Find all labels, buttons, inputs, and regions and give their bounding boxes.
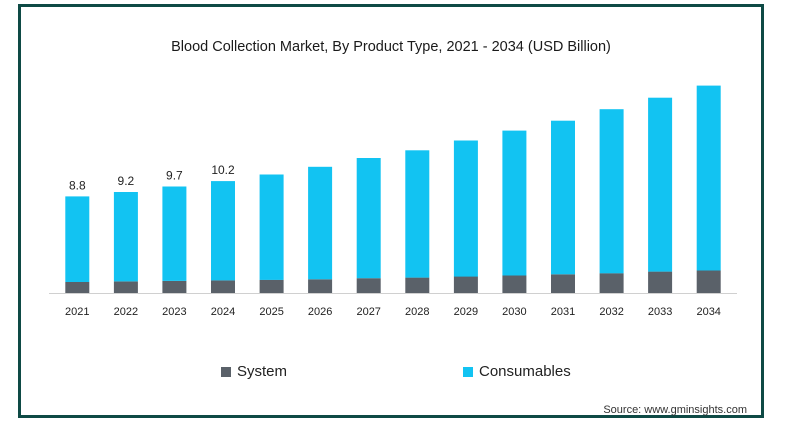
x-tick-label-2031: 2031	[551, 306, 575, 318]
legend-swatch-consumables	[463, 366, 473, 377]
bar-system-2030	[502, 275, 527, 293]
bar-consumables-2033	[648, 97, 673, 272]
data-label-2023: 9.7	[166, 169, 183, 183]
x-tick-label-2030: 2030	[502, 306, 526, 318]
bar-consumables-2024	[211, 181, 235, 281]
bar-consumables-2029	[453, 140, 478, 277]
legend-swatch-system	[221, 366, 231, 377]
bar-chart-plot: 2021 8.8 2022 9.2 2023 9.7 2024 10.2 2025 2026 202…	[49, 85, 737, 318]
x-tick-label-2022: 2022	[114, 306, 138, 318]
bar-consumables-2034	[696, 85, 721, 271]
legend-label-consumables: Consumables	[479, 363, 571, 380]
bar-consumables-2031	[551, 120, 575, 275]
bar-system-2031	[551, 274, 575, 293]
bar-consumables-2028	[405, 150, 430, 278]
x-tick-label-2025: 2025	[259, 306, 283, 318]
x-tick-label-2026: 2026	[308, 306, 332, 318]
data-label-2021: 8.8	[69, 178, 86, 192]
chart-title: Blood Collection Market, By Product Type…	[171, 39, 611, 55]
data-label-2024: 10.2	[211, 163, 235, 177]
x-tick-label-2024: 2024	[211, 306, 235, 318]
chart-frame: Blood Collection Market, By Product Type…	[18, 4, 764, 418]
x-tick-label-2033: 2033	[648, 306, 672, 318]
bar-consumables-2023	[162, 186, 187, 281]
bar-consumables-2025	[259, 174, 284, 280]
x-tick-label-2028: 2028	[405, 306, 429, 318]
bar-consumables-2030	[502, 130, 527, 276]
bar-system-2022	[113, 281, 138, 293]
bar-system-2027	[356, 278, 381, 293]
bar-consumables-2022	[113, 192, 138, 282]
bar-system-2032	[599, 273, 624, 293]
bar-consumables-2021	[65, 196, 90, 282]
bar-system-2024	[211, 280, 235, 293]
data-label-2022: 9.2	[118, 174, 135, 188]
x-tick-label-2023: 2023	[162, 306, 186, 318]
bar-system-2025	[259, 279, 284, 293]
bar-system-2029	[453, 276, 478, 293]
x-tick-label-2027: 2027	[356, 306, 380, 318]
legend-item-system: System	[221, 363, 287, 380]
legend-item-consumables: Consumables	[463, 363, 571, 380]
x-tick-label-2029: 2029	[454, 306, 478, 318]
x-tick-label-2034: 2034	[696, 306, 720, 318]
bar-consumables-2032	[599, 109, 624, 274]
bar-system-2033	[648, 271, 673, 293]
bar-consumables-2026	[308, 166, 333, 280]
bar-system-2021	[65, 282, 90, 293]
bar-system-2028	[405, 277, 430, 293]
bar-system-2023	[162, 280, 187, 293]
x-tick-label-2021: 2021	[65, 306, 89, 318]
chart-legend: System Consumables	[21, 363, 761, 385]
bar-consumables-2027	[356, 158, 381, 279]
bar-system-2034	[696, 270, 721, 293]
legend-label-system: System	[237, 363, 288, 380]
x-tick-label-2032: 2032	[599, 306, 623, 318]
bar-system-2026	[308, 279, 333, 293]
source-note: Source: www.gminsights.com	[603, 404, 747, 416]
